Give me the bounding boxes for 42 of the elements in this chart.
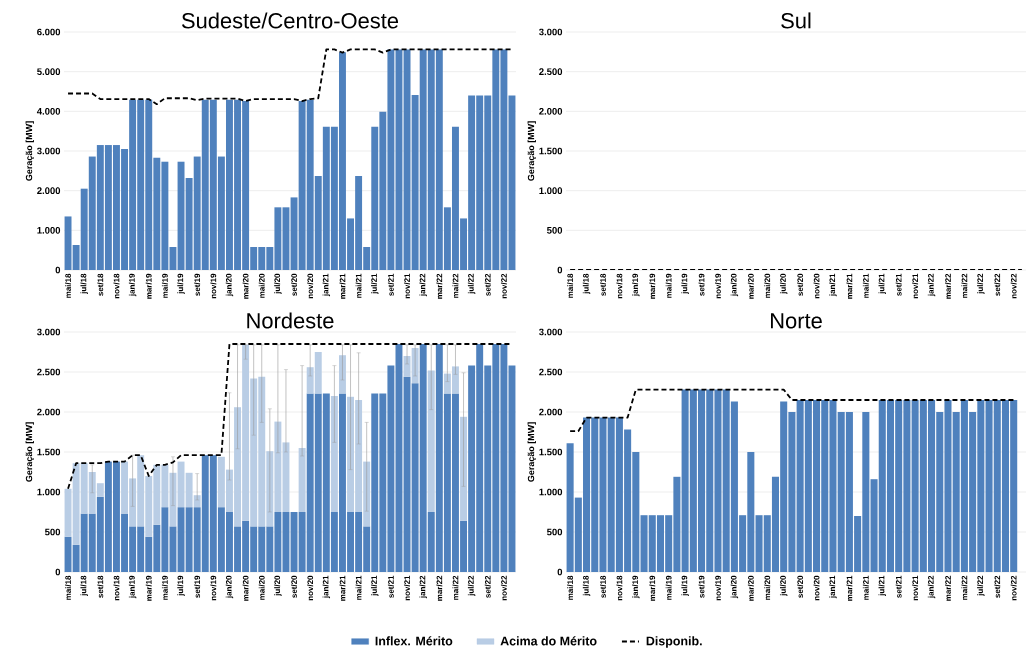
y-tick-label: 2.000: [539, 107, 563, 115]
chart-title: Sudeste/Centro-Oeste: [181, 12, 399, 29]
y-tick-label: 500: [546, 226, 563, 234]
y-tick-label: 0: [55, 568, 61, 576]
y-tick-label: 3.000: [37, 147, 61, 155]
y-tick-label: 1.500: [539, 448, 563, 456]
y-tick-label: 1.000: [37, 226, 61, 234]
y-tick-label: 1.000: [539, 488, 563, 496]
y-tick-label: 2.000: [37, 187, 61, 195]
bar: [427, 370, 435, 512]
y-axis-title: Geração [MW]: [527, 121, 536, 181]
legend-label: Disponib.: [646, 636, 702, 648]
y-tick-label: 3.000: [539, 328, 563, 336]
legend-label: Inflex. Mérito: [375, 636, 453, 646]
y-tick-label: 2.500: [539, 68, 563, 76]
y-tick-label: 0: [55, 266, 61, 274]
y-axis-title: Geração [MW]: [25, 422, 34, 482]
y-tick-label: 6.000: [37, 28, 61, 36]
y-axis-title: Geração [MW]: [25, 121, 34, 181]
y-tick-label: 2.500: [37, 368, 61, 376]
chart-title: Nordeste: [247, 312, 334, 329]
y-tick-label: 2.500: [539, 368, 563, 376]
y-tick-label: 4.000: [36, 107, 61, 115]
y-tick-label: 5.000: [37, 68, 61, 76]
bar: [330, 396, 338, 512]
chart-title: Sul: [781, 12, 811, 29]
y-tick-label: 500: [44, 528, 61, 536]
y-tick-label: 3.000: [37, 328, 61, 336]
y-axis-title: Geração [MW]: [527, 422, 536, 482]
legend-label: Acima do Mérito: [500, 636, 597, 646]
chart-title: Norte: [771, 313, 822, 329]
y-tick-label: 1.500: [37, 448, 61, 456]
y-tick-label: 1.500: [539, 147, 563, 155]
y-tick-label: 1.000: [37, 488, 61, 496]
y-tick-label: 2.000: [539, 408, 563, 416]
y-tick-label: 3.000: [539, 28, 563, 36]
y-tick-label: 2.000: [37, 408, 61, 416]
y-tick-label: 500: [546, 528, 563, 536]
bar: [298, 448, 306, 512]
y-tick-label: 1.000: [539, 187, 563, 195]
y-tick-label: 0: [557, 266, 563, 274]
y-tick-label: 0: [557, 568, 563, 576]
